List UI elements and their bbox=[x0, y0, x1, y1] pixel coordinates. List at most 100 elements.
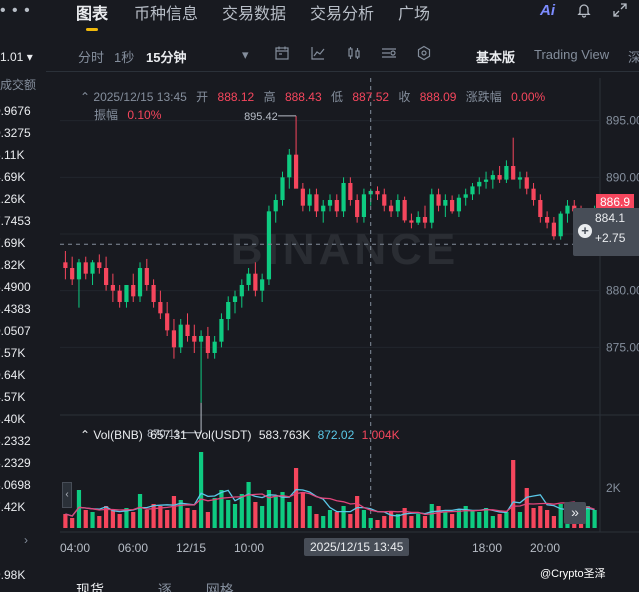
candle-body[interactable] bbox=[266, 211, 272, 280]
candle-body[interactable] bbox=[402, 200, 407, 221]
collapse-chevron-icon[interactable]: ⌃ bbox=[80, 428, 91, 442]
candle-body[interactable] bbox=[382, 194, 387, 206]
candle-body[interactable] bbox=[212, 341, 217, 353]
candle-body[interactable] bbox=[70, 268, 75, 280]
candle-body[interactable] bbox=[443, 200, 448, 206]
candle-body[interactable] bbox=[307, 194, 312, 206]
crosshair-price-box[interactable]: 884.1 +2.75 bbox=[573, 208, 639, 256]
candle-body[interactable] bbox=[205, 336, 210, 353]
candle-body[interactable] bbox=[90, 262, 95, 274]
candle-style-icon[interactable] bbox=[346, 45, 362, 64]
candle-body[interactable] bbox=[388, 205, 394, 212]
candle-body[interactable] bbox=[273, 200, 278, 212]
candle-body[interactable] bbox=[497, 175, 502, 180]
candle-body[interactable] bbox=[219, 319, 224, 342]
candle-body[interactable] bbox=[260, 279, 265, 291]
candle-body[interactable] bbox=[456, 197, 462, 212]
tab-coin-info[interactable]: 币种信息 bbox=[134, 6, 199, 23]
candle-body[interactable] bbox=[232, 296, 238, 302]
candle-body[interactable] bbox=[287, 154, 292, 178]
candle-body[interactable] bbox=[450, 200, 455, 212]
candle-body[interactable] bbox=[110, 285, 115, 291]
candle-body[interactable] bbox=[348, 183, 353, 200]
candle-body[interactable] bbox=[470, 186, 475, 195]
candle-body[interactable] bbox=[253, 273, 258, 291]
scroll-left-icon[interactable]: ‹ bbox=[62, 482, 72, 508]
candle-body[interactable] bbox=[178, 324, 183, 348]
tab-square[interactable]: 广场 bbox=[398, 6, 431, 23]
candle-body[interactable] bbox=[341, 183, 346, 212]
candle-body[interactable] bbox=[151, 285, 156, 302]
candle-body[interactable] bbox=[395, 200, 400, 212]
candle-body[interactable] bbox=[63, 262, 68, 268]
hexagon-settings-icon[interactable] bbox=[416, 45, 432, 64]
candle-body[interactable] bbox=[490, 175, 495, 180]
candle-body[interactable] bbox=[144, 268, 149, 285]
interval-1s[interactable]: 1秒 bbox=[114, 50, 135, 65]
kline-chart[interactable]: 895.00890.00885.00880.00875.00BINANCE895… bbox=[60, 78, 639, 592]
candle-body[interactable] bbox=[436, 194, 441, 206]
candle-body[interactable] bbox=[198, 336, 204, 342]
candle-body[interactable] bbox=[511, 166, 516, 180]
candle-body[interactable] bbox=[97, 262, 102, 268]
tab-spot[interactable]: 现货 bbox=[76, 582, 104, 592]
candle-body[interactable] bbox=[327, 200, 333, 206]
candle-body[interactable] bbox=[558, 213, 563, 237]
candle-body[interactable] bbox=[185, 324, 190, 336]
candle-body[interactable] bbox=[524, 177, 529, 189]
candle-body[interactable] bbox=[416, 217, 421, 223]
scroll-to-latest-icon[interactable]: » bbox=[564, 502, 586, 524]
tab-chart[interactable]: 图表 bbox=[76, 0, 108, 31]
view-depth[interactable]: 深 bbox=[628, 50, 639, 65]
candle-body[interactable] bbox=[280, 177, 285, 200]
candle-body[interactable] bbox=[409, 220, 414, 223]
candle-body[interactable] bbox=[429, 194, 434, 223]
candle-body[interactable] bbox=[321, 205, 326, 212]
settings-list-icon[interactable] bbox=[380, 45, 398, 64]
candle-body[interactable] bbox=[361, 194, 367, 217]
candle-body[interactable] bbox=[83, 262, 88, 274]
tab-third[interactable]: 逐 bbox=[157, 582, 172, 592]
candle-body[interactable] bbox=[565, 205, 570, 214]
candle-body[interactable] bbox=[477, 181, 482, 187]
candle-body[interactable] bbox=[192, 336, 197, 342]
candle-body[interactable] bbox=[76, 262, 82, 280]
tab-trade-data[interactable]: 交易数据 bbox=[222, 6, 287, 23]
calendar-icon[interactable] bbox=[274, 45, 290, 64]
candle-body[interactable] bbox=[131, 285, 136, 297]
indicator-icon[interactable] bbox=[310, 45, 326, 64]
candle-body[interactable] bbox=[551, 222, 557, 237]
candle-body[interactable] bbox=[545, 217, 550, 223]
candle-body[interactable] bbox=[124, 285, 129, 302]
candle-body[interactable] bbox=[483, 179, 489, 182]
candle-body[interactable] bbox=[334, 200, 339, 212]
tab-grid[interactable]: 网格 bbox=[205, 582, 234, 592]
candle-body[interactable] bbox=[226, 302, 231, 319]
interval-timeline[interactable]: 分时 bbox=[78, 50, 105, 65]
candle-body[interactable] bbox=[171, 330, 177, 348]
candle-body[interactable] bbox=[293, 154, 299, 189]
candle-body[interactable] bbox=[158, 302, 163, 314]
interval-15m[interactable]: 15分钟 bbox=[146, 50, 187, 65]
view-basic[interactable]: 基本版 bbox=[476, 50, 516, 65]
candle-body[interactable] bbox=[531, 188, 536, 200]
candle-body[interactable] bbox=[422, 217, 428, 223]
candle-body[interactable] bbox=[137, 268, 143, 297]
candle-body[interactable] bbox=[165, 313, 170, 331]
candle-body[interactable] bbox=[314, 194, 319, 212]
candle-body[interactable] bbox=[517, 177, 523, 180]
expand-icon[interactable] bbox=[612, 2, 628, 22]
view-tradingview[interactable]: Trading View bbox=[534, 47, 610, 62]
candle-body[interactable] bbox=[246, 273, 251, 285]
candle-body[interactable] bbox=[103, 268, 109, 285]
more-dots-icon[interactable]: • • • bbox=[0, 2, 31, 19]
candle-body[interactable] bbox=[375, 190, 380, 195]
collapse-chevron-icon[interactable]: ⌃ bbox=[80, 90, 91, 104]
add-alert-icon[interactable]: + bbox=[578, 224, 592, 238]
candle-body[interactable] bbox=[504, 166, 509, 180]
candle-body[interactable] bbox=[463, 194, 468, 198]
ai-icon[interactable]: Ai bbox=[540, 2, 555, 19]
kline-svg[interactable]: 895.00890.00885.00880.00875.00BINANCE895… bbox=[60, 78, 639, 558]
market-selector[interactable]: 1.01 ▾ bbox=[0, 50, 33, 64]
candle-body[interactable] bbox=[538, 200, 543, 217]
